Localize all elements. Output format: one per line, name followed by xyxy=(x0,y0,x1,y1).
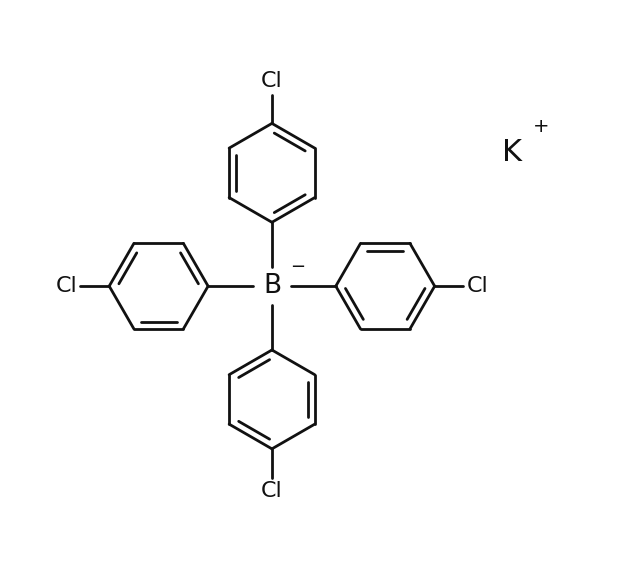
Text: B: B xyxy=(263,273,281,299)
Text: Cl: Cl xyxy=(56,276,77,296)
Text: Cl: Cl xyxy=(467,276,488,296)
Text: Cl: Cl xyxy=(261,71,283,91)
Text: K: K xyxy=(502,138,522,167)
Text: −: − xyxy=(290,258,305,276)
Text: +: + xyxy=(533,117,549,135)
Text: Cl: Cl xyxy=(261,482,283,502)
